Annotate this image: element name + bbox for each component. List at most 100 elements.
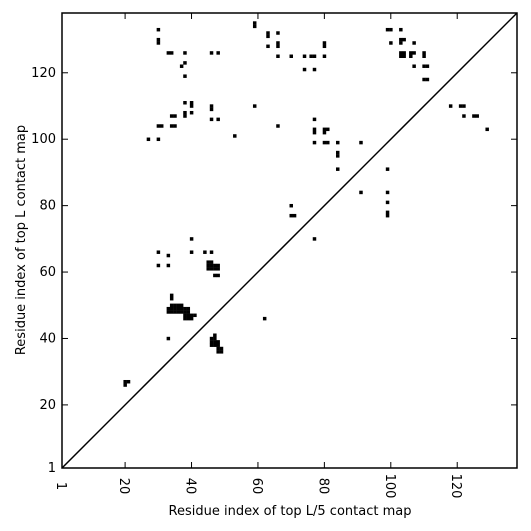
contact-cell-lower [183, 51, 187, 55]
contact-cell-upper [409, 54, 413, 59]
contact-cell-upper [359, 140, 363, 145]
contact-cell-lower [183, 74, 187, 78]
contact-cell-upper [312, 117, 317, 122]
contact-cell-lower [156, 41, 161, 45]
contact-cell-upper [399, 51, 403, 55]
contact-cell-lower [159, 124, 164, 128]
contact-cell-upper [322, 44, 327, 49]
contact-cell-upper [422, 51, 426, 55]
contact-cell-lower [189, 104, 194, 108]
contact-cell-lower [183, 306, 187, 311]
contact-cell-lower [216, 346, 220, 351]
contact-cell-upper [335, 154, 340, 158]
contact-cell-upper [312, 140, 317, 145]
contact-cell-upper [462, 104, 466, 108]
contact-cell-lower [189, 110, 194, 115]
contact-cell-upper [266, 44, 270, 49]
contact-cell-upper [399, 27, 403, 32]
contact-cell-upper [312, 130, 317, 135]
contact-cell-lower [173, 310, 177, 314]
contact-cell-lower [385, 190, 390, 195]
contact-cell-upper [402, 37, 406, 42]
contact-cell-upper [412, 51, 416, 55]
contact-cell-lower [292, 213, 297, 218]
contact-cell-lower [183, 101, 187, 105]
contact-cell-lower [169, 51, 174, 55]
contact-cell-upper [312, 54, 317, 59]
contact-cell-upper [485, 127, 489, 132]
contact-cell-upper [335, 167, 340, 171]
contact-cell-lower [213, 343, 217, 347]
contact-cell-lower [206, 263, 210, 268]
contact-cell-lower [216, 273, 220, 278]
x-tick-label: 60 [249, 478, 264, 495]
contact-cell-upper [448, 104, 453, 108]
contact-cell-lower [166, 306, 171, 311]
contact-cell-lower [166, 263, 171, 268]
contact-cell-lower [186, 313, 191, 318]
contact-cell-upper [322, 54, 327, 59]
contact-cell-lower [176, 303, 181, 308]
contact-cell-lower [156, 37, 161, 42]
contact-cell-lower [179, 310, 184, 314]
contact-cell-lower [189, 250, 194, 254]
contact-cell-lower [359, 190, 363, 195]
contact-cells [123, 21, 489, 387]
contact-cell-lower [213, 336, 217, 341]
contact-cell-lower [156, 250, 161, 254]
contact-cell-lower [213, 273, 217, 278]
contact-cell-lower [209, 104, 214, 108]
contact-cell-lower [213, 267, 217, 271]
contact-cell-lower [186, 316, 191, 321]
contact-cell-upper [312, 127, 317, 132]
contact-cell-upper [412, 41, 416, 45]
contact-cell-lower [176, 310, 181, 314]
y-tick-label: 80 [39, 199, 56, 214]
contact-cell-lower [183, 114, 187, 118]
contact-cell-lower [213, 333, 217, 337]
contact-cell-lower [209, 260, 214, 264]
contact-cell-lower [123, 379, 127, 384]
contact-cell-upper [422, 64, 426, 68]
x-axis-label: Residue index of top L/5 contact map [169, 504, 412, 519]
contact-cell-lower [189, 101, 194, 105]
contact-cell-upper [326, 127, 330, 132]
contact-cell-upper [399, 54, 403, 59]
contact-cell-lower [209, 51, 214, 55]
contact-cell-lower [209, 107, 214, 112]
contact-cell-upper [399, 41, 403, 45]
contact-cell-lower [216, 51, 220, 55]
diagonal-line [61, 12, 518, 469]
contact-cell-upper [422, 54, 426, 59]
contact-cell-lower [169, 296, 174, 301]
x-tick-label: 40 [183, 478, 198, 495]
contact-cell-upper [389, 41, 393, 45]
contact-cell-lower [209, 336, 214, 341]
x-tick-label: 100 [382, 474, 397, 499]
contact-cell-upper [233, 134, 237, 138]
contact-cell-lower [183, 110, 187, 115]
contact-cell-lower [183, 310, 187, 314]
contact-cell-lower [166, 253, 171, 258]
contact-cell-lower [123, 383, 127, 387]
contact-cell-lower [216, 117, 220, 122]
contact-cell-upper [322, 41, 327, 45]
x-tick-label: 80 [315, 478, 330, 495]
contact-cell-upper [389, 27, 393, 32]
contact-cell-upper [399, 37, 403, 42]
contact-cell-lower [385, 200, 390, 205]
contact-cell-upper [252, 21, 257, 25]
x-tick-label: 20 [116, 478, 131, 495]
contact-cell-lower [213, 340, 217, 344]
contact-cell-lower [189, 237, 194, 241]
contact-cell-upper [312, 67, 317, 72]
contact-cell-upper [276, 44, 280, 49]
y-tick-label: 40 [39, 331, 56, 346]
contact-cell-upper [309, 54, 313, 59]
contact-cell-upper [289, 54, 293, 59]
contact-cell-lower [385, 213, 390, 218]
contact-cell-lower [206, 267, 210, 271]
contact-cell-upper [276, 31, 280, 35]
contact-cell-upper [322, 127, 327, 132]
